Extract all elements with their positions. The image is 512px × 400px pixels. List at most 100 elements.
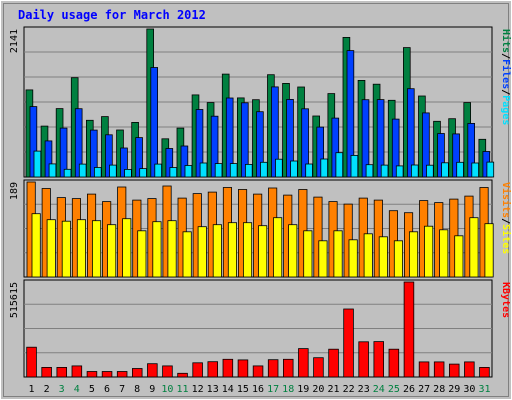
hits-bar-pages-day-21 [335,152,344,178]
legend-files: Files [500,59,512,89]
hits-bar-files-day-11 [180,145,189,178]
visits-bar-sites-day-8 [137,230,147,278]
hits-bar-pages-day-13 [214,163,223,178]
hits-bar-files-day-2 [44,140,53,178]
hits-bar-pages-day-15 [244,163,253,178]
kbytes-bar-kbytes-day-26 [403,281,415,378]
visits-bar-sites-day-29 [454,235,464,278]
hits-bar-files-day-21 [331,117,340,178]
legend-hits: Hits [500,29,512,53]
kbytes-bar-kbytes-day-14 [222,358,234,378]
x-tick-label-22: 22 [343,384,355,395]
legend-group: Visits/Sites [500,182,512,254]
hits-bar-pages-day-19 [305,163,313,178]
panel-kbytes [23,279,493,378]
chart-panels [23,26,495,378]
x-tick-label-28: 28 [433,384,445,395]
visits-bar-sites-day-16 [258,225,268,278]
hits-bar-files-day-16 [256,111,264,178]
visits-bar-sites-day-3 [61,220,71,278]
kbytes-bar-kbytes-day-10 [162,365,173,378]
kbytes-y-max-label: 515615 [9,282,20,318]
kbytes-bar-kbytes-day-30 [464,361,475,378]
x-tick-label-26: 26 [403,384,415,395]
hits-bar-pages-day-4 [78,163,87,178]
legend-sites: Sites [500,224,512,254]
hits-bar-pages-day-11 [184,165,193,178]
chart-title: Daily usage for March 2012 [18,8,206,22]
hits-bar-pages-day-24 [380,164,389,178]
visits-bar-sites-day-10 [167,220,177,278]
x-tick-label-9: 9 [149,384,155,395]
hits-bar-files-day-9 [150,67,159,178]
visits-bar-sites-day-1 [31,213,41,278]
x-tick-label-27: 27 [418,384,430,395]
legend-group: KBytes [500,282,511,318]
x-tick-label-21: 21 [327,384,339,395]
x-tick-label-15: 15 [237,384,249,395]
kbytes-bar-kbytes-day-7 [116,371,128,378]
visits-bar-sites-day-7 [122,218,132,278]
visits-bar-visits-day-20 [313,196,323,278]
x-tick-label-1: 1 [28,384,34,395]
x-tick-label-2: 2 [44,384,50,395]
y-max-labels: 2141 189 515615 [9,29,20,318]
hits-bar-files-day-22 [346,50,355,178]
hits-bar-pages-day-25 [395,165,404,178]
hits-bar-files-day-18 [286,99,294,178]
kbytes-bar-kbytes-day-16 [252,365,264,378]
x-tick-label-11: 11 [176,384,188,395]
hits-bar-pages-day-27 [426,164,434,178]
hits-bar-pages-day-12 [199,162,208,178]
kbytes-bar-kbytes-day-20 [313,357,324,378]
hits-bar-files-day-1 [29,106,38,178]
hits-bar-files-day-27 [422,112,430,178]
x-tick-label-4: 4 [74,384,80,395]
kbytes-bar-kbytes-day-23 [358,341,369,378]
kbytes-bar-kbytes-day-2 [41,366,52,378]
hits-bar-pages-day-6 [109,164,117,178]
x-axis-tick-labels: 1 2 3 4 5 6 7 8 9 10 11 12 13 14 15 16 17 18 19 20 21 22 23 24 2… [28,384,490,395]
visits-bar-sites-day-31 [484,223,494,278]
visits-bar-sites-day-9 [152,221,162,278]
x-tick-label-17: 17 [267,384,279,395]
kbytes-bar-kbytes-day-21 [328,348,339,378]
x-tick-label-10: 10 [161,384,173,395]
visits-bar-sites-day-2 [46,219,56,278]
x-tick-label-12: 12 [192,384,204,395]
hits-bar-pages-day-18 [290,160,298,178]
legend-kbytes: KBytes [500,282,511,318]
x-tick-label-25: 25 [388,384,400,395]
visits-bar-sites-day-26 [408,231,419,278]
visits-bar-sites-day-12 [197,226,207,278]
hits-bar-files-day-29 [452,133,460,178]
hits-bar-pages-day-14 [229,163,238,178]
hits-bar-files-day-6 [105,134,113,178]
x-tick-label-13: 13 [207,384,219,395]
legend-separator: / [500,53,511,59]
x-tick-label-19: 19 [297,384,309,395]
hits-bar-pages-day-22 [350,154,359,178]
hits-bar-pages-day-10 [169,167,178,178]
hits-bar-files-day-15 [240,102,249,178]
hits-bar-pages-day-17 [275,158,283,178]
hits-bar-files-day-17 [271,86,279,178]
hits-bar-pages-day-9 [154,163,163,178]
kbytes-bar-kbytes-day-13 [207,361,218,378]
hits-bar-pages-day-8 [139,168,147,178]
panel-hits [23,26,495,178]
kbytes-bar-kbytes-day-27 [418,361,430,378]
kbytes-bar-kbytes-day-25 [388,348,400,378]
visits-bar-sites-day-5 [92,220,102,278]
visits-bar-sites-day-6 [107,224,117,278]
hits-bar-files-day-28 [437,133,445,178]
x-tick-label-24: 24 [373,384,385,395]
kbytes-bar-kbytes-day-18 [282,358,294,378]
visits-bar-sites-day-4 [76,219,87,278]
visits-bar-sites-day-17 [273,217,283,278]
visits-bar-sites-day-14 [227,222,238,278]
legend-separator: / [500,218,511,224]
visits-bar-sites-day-30 [469,217,479,278]
x-tick-label-18: 18 [282,384,294,395]
